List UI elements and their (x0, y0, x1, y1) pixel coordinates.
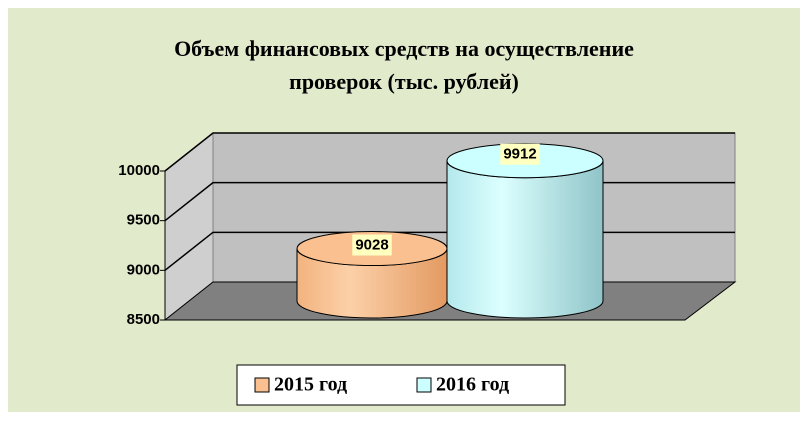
chart-title: проверок (тыс. рублей) (289, 69, 519, 94)
legend-swatch (254, 377, 270, 393)
cylinder-body (446, 160, 604, 319)
legend-label: 2015 год (274, 374, 347, 396)
value-label-background (500, 143, 540, 165)
chart-title: Объем финансовых средств на осуществлени… (174, 36, 634, 61)
legend-swatch (416, 377, 432, 393)
value-label-background (352, 234, 392, 256)
y-tick-label: 10000 (118, 162, 160, 179)
legend-label: 2016 год (436, 374, 509, 396)
y-tick-label: 8500 (127, 311, 160, 328)
y-tick-label: 9000 (127, 261, 160, 278)
legend (236, 364, 566, 406)
value-label: 9912 (503, 146, 536, 163)
grid-line (164, 132, 735, 172)
value-label: 9028 (355, 237, 388, 254)
y-tick-label: 9500 (127, 212, 160, 229)
